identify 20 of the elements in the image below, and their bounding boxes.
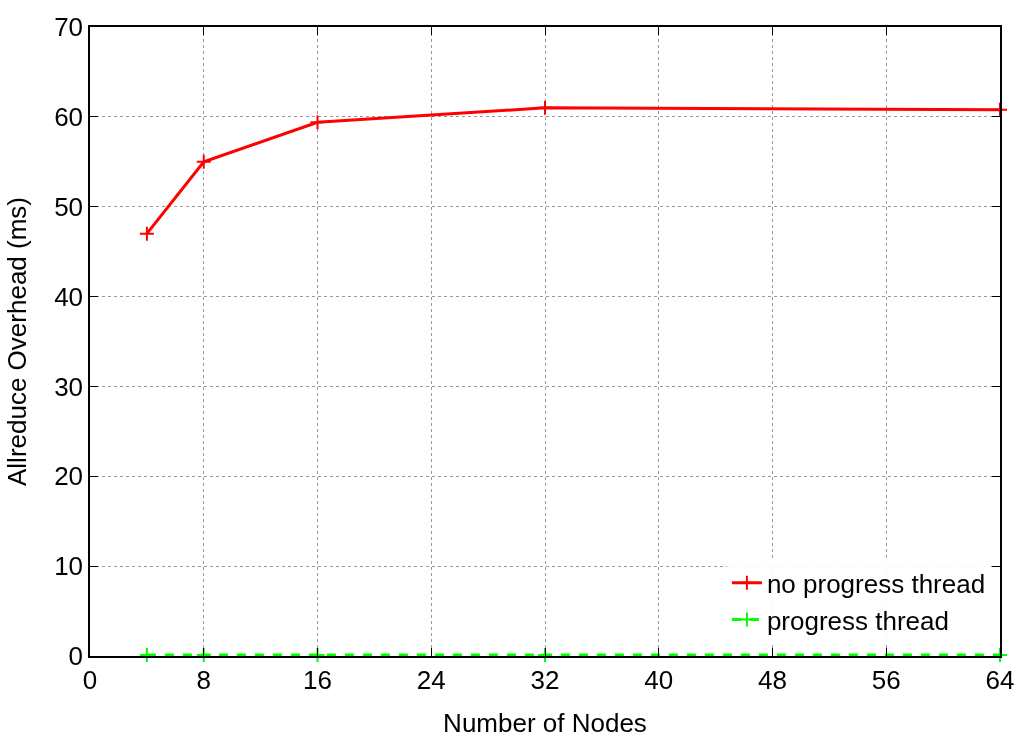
y-tick-label: 0 xyxy=(68,641,84,672)
x-tick-label: 40 xyxy=(644,664,674,695)
y-tick-label: 20 xyxy=(54,461,84,492)
y-tick-label: 70 xyxy=(54,12,84,43)
x-tick-label: 24 xyxy=(416,664,446,695)
x-tick-label: 32 xyxy=(530,664,560,695)
x-tick-label: 16 xyxy=(303,664,332,695)
y-tick-label: 60 xyxy=(54,101,84,132)
x-axis-title: Number of Nodes xyxy=(443,708,647,739)
legend-label: no progress thread xyxy=(766,568,986,599)
x-tick-label: 48 xyxy=(758,664,787,695)
x-tick-label: 8 xyxy=(196,664,211,695)
legend-label: progress thread xyxy=(766,605,950,636)
y-tick-label: 50 xyxy=(54,191,84,222)
y-tick-label: 30 xyxy=(54,371,84,402)
y-tick-label: 40 xyxy=(54,281,84,312)
y-axis-title: Allreduce Overhead (ms) xyxy=(2,197,33,486)
x-tick-label: 64 xyxy=(985,664,1015,695)
y-tick-label: 10 xyxy=(54,551,84,582)
x-tick-label: 56 xyxy=(871,664,901,695)
